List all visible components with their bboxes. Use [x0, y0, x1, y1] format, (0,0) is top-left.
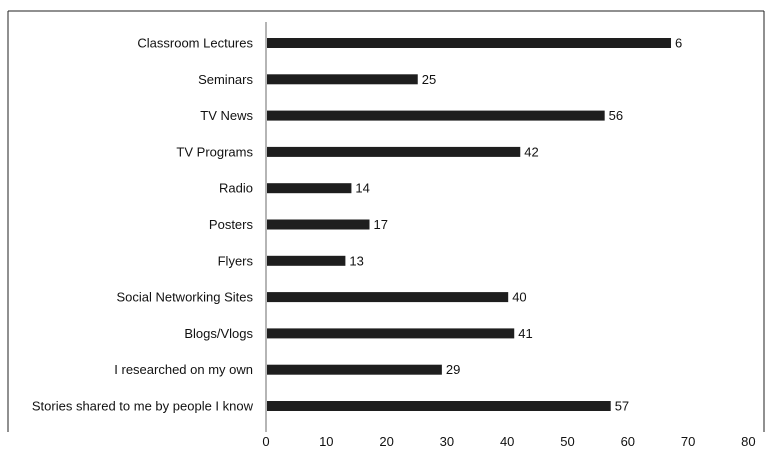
bar: [267, 401, 611, 411]
x-tick-label: 40: [500, 434, 514, 449]
x-tick-label: 10: [319, 434, 333, 449]
data-label: 56: [609, 108, 623, 123]
bar: [267, 255, 346, 266]
bar: [267, 146, 521, 157]
x-tick-label: 80: [741, 434, 755, 449]
category-label: Seminars: [198, 72, 253, 87]
data-label: 40: [512, 290, 526, 305]
category-label: Blogs/Vlogs: [184, 326, 253, 341]
data-label: 13: [349, 253, 363, 268]
bar: [267, 219, 370, 230]
category-label: Stories shared to me by people I know: [32, 399, 254, 414]
data-label: 14: [355, 181, 369, 196]
bar: [267, 328, 515, 339]
bar: [267, 364, 442, 375]
value-labels-group: 6 25 56 42 14 17 13 40 41 29 57: [349, 36, 682, 414]
bar: [267, 183, 352, 194]
bar: [267, 292, 509, 303]
x-tick-label: 50: [560, 434, 574, 449]
category-label: TV Programs: [176, 144, 253, 159]
category-label: Posters: [209, 217, 254, 232]
category-label: TV News: [200, 108, 253, 123]
x-tick-label: 60: [621, 434, 635, 449]
x-tick-label: 70: [681, 434, 695, 449]
category-label: I researched on my own: [114, 362, 253, 377]
data-label: 6: [675, 36, 682, 51]
bar: [267, 74, 418, 85]
category-labels-group: Classroom Lectures Seminars TV News TV Prog…: [32, 36, 254, 414]
data-label: 25: [422, 72, 436, 87]
x-tick-label: 20: [379, 434, 393, 449]
data-label: 42: [524, 144, 538, 159]
data-label: 57: [615, 399, 629, 414]
category-label: Social Networking Sites: [116, 290, 253, 305]
x-tick-label: 30: [440, 434, 454, 449]
x-tick-label: 0: [262, 434, 269, 449]
data-label: 41: [518, 326, 532, 341]
data-label: 17: [374, 217, 388, 232]
x-tick-labels-group: 0 10 20 30 40 50 60 70 80: [262, 434, 755, 449]
bar: [267, 38, 672, 48]
data-label: 29: [446, 362, 460, 377]
bars-group: [267, 38, 672, 411]
category-label: Classroom Lectures: [137, 36, 253, 51]
category-label: Radio: [219, 181, 253, 196]
bar: [267, 110, 605, 121]
category-label: Flyers: [218, 253, 254, 268]
